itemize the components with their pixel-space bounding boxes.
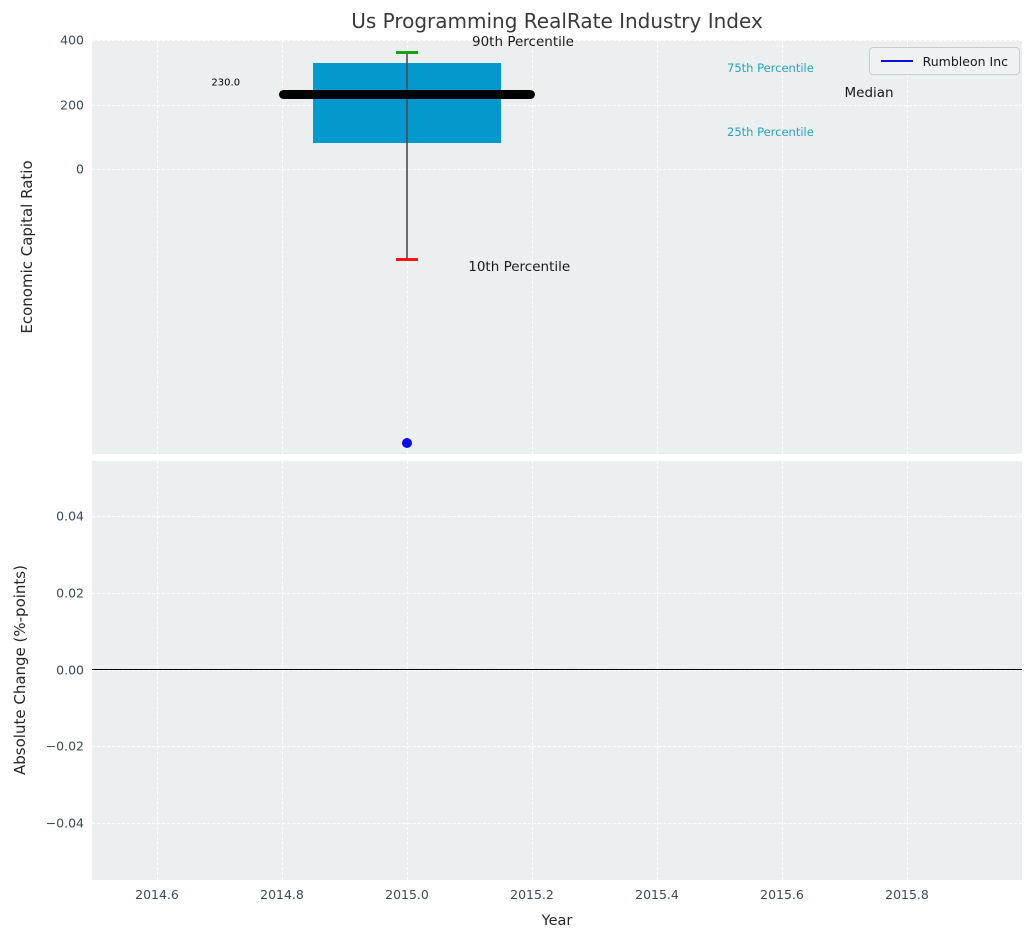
x-tick-label: 2014.6 <box>135 887 179 902</box>
annotation-90th-percentile: 90th Percentile <box>472 33 574 50</box>
top-y-axis-label: Economic Capital Ratio <box>18 160 36 334</box>
company-point <box>402 438 412 449</box>
y-tick-label: −0.02 <box>45 738 84 754</box>
annotation-10th-percentile: 10th Percentile <box>468 259 571 276</box>
x-tick-label: 2015.4 <box>635 887 679 902</box>
y-tick-label: 0.00 <box>56 662 84 678</box>
gridline-vertical <box>657 40 658 454</box>
gridline-vertical <box>782 40 783 454</box>
top-axes <box>92 40 1022 454</box>
gridline-vertical <box>907 40 908 454</box>
annotation-median: Median <box>844 84 894 101</box>
gridline-horizontal <box>92 169 1022 171</box>
p10-cap <box>395 257 419 261</box>
x-tick-label: 2015.8 <box>885 887 929 902</box>
zero-line <box>92 668 1022 671</box>
y-tick-label: 400 <box>60 32 84 48</box>
y-tick-label: 0.02 <box>56 585 84 601</box>
x-tick-label: 2015.6 <box>760 887 804 902</box>
y-tick-label: −0.04 <box>45 815 84 831</box>
gridline-horizontal <box>92 746 1022 748</box>
chart-title: Us Programming RealRate Industry Index <box>351 9 763 33</box>
gridline-vertical <box>532 40 533 454</box>
annotation-75th-percentile: 75th Percentile <box>727 61 814 76</box>
legend-line <box>880 60 913 62</box>
gridline-horizontal <box>92 104 1022 106</box>
legend-label: Rumbleon Inc <box>922 53 1008 69</box>
gridline-horizontal <box>92 822 1022 824</box>
whisker-line <box>406 52 408 260</box>
y-tick-label: 0.04 <box>56 508 84 524</box>
x-tick-label: 2014.8 <box>260 887 304 902</box>
x-axis-label: Year <box>541 913 573 929</box>
y-tick-label: 0 <box>76 161 84 177</box>
median-line <box>278 90 536 100</box>
p90-cap <box>395 51 419 55</box>
gridline-horizontal <box>92 40 1022 41</box>
annotation-230-0: 230.0 <box>211 77 241 89</box>
gridline-vertical <box>282 40 283 454</box>
gridline-vertical <box>157 40 158 454</box>
gridline-horizontal <box>92 593 1022 594</box>
annotation-25th-percentile: 25th Percentile <box>727 124 814 139</box>
gridline-horizontal <box>92 516 1022 518</box>
x-tick-label: 2015.2 <box>510 887 554 902</box>
legend: Rumbleon Inc <box>868 47 1020 75</box>
y-tick-label: 200 <box>60 97 84 113</box>
x-tick-label: 2015.0 <box>385 887 429 902</box>
